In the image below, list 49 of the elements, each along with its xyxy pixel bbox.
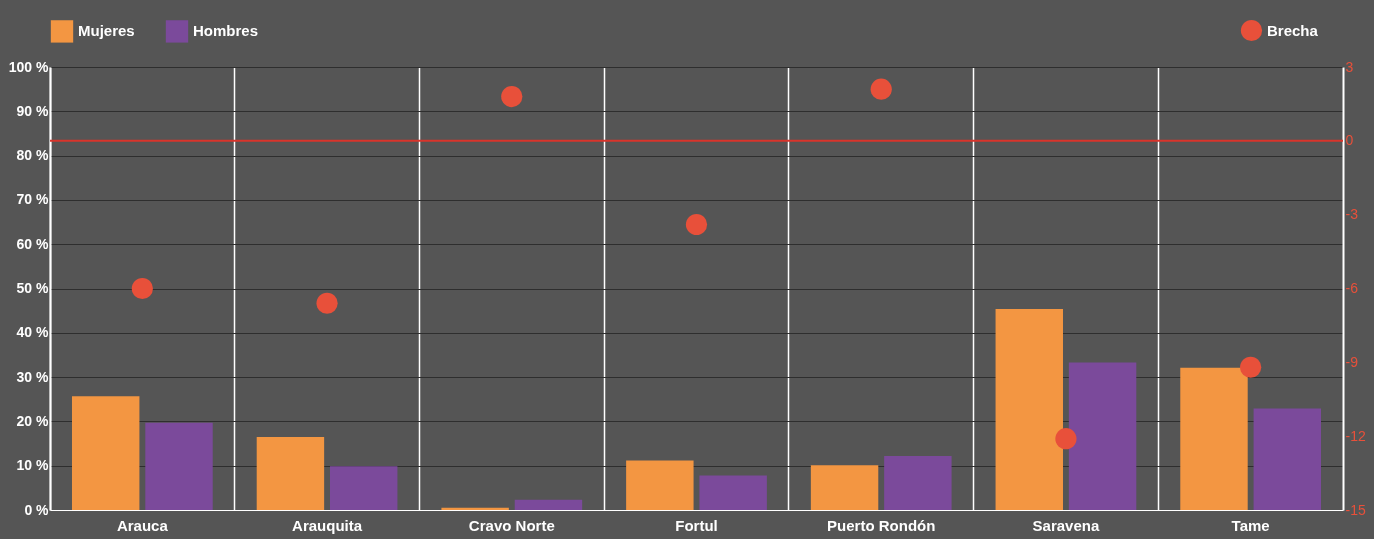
bar xyxy=(699,475,767,510)
point xyxy=(501,85,523,108)
y-tick-label: 10 % xyxy=(16,457,50,474)
x-tick-label: Puerto Rondón xyxy=(827,516,936,534)
y2-tick-label: 3 xyxy=(1345,58,1354,75)
bar xyxy=(1253,408,1322,510)
bar xyxy=(626,460,694,510)
bar xyxy=(995,308,1063,510)
legend-label: Hombres xyxy=(193,22,259,40)
point xyxy=(316,292,338,314)
x-tick-label: Fortul xyxy=(675,516,718,534)
y-tick-label: 0 % xyxy=(24,501,50,518)
point xyxy=(131,277,153,300)
y2-tick-label: -6 xyxy=(1345,280,1359,296)
y-tick-label: 90 % xyxy=(16,102,50,119)
y2-tick-label: -12 xyxy=(1345,427,1366,444)
bar xyxy=(441,507,509,510)
legend-label: Brecha xyxy=(1267,21,1319,39)
x-tick-label: Saravena xyxy=(1032,516,1100,534)
bar xyxy=(1068,362,1137,510)
bar xyxy=(330,466,398,510)
y2-tick-label: -15 xyxy=(1345,501,1366,518)
y-tick-label: 100 % xyxy=(8,58,50,75)
point xyxy=(870,78,892,100)
bar xyxy=(256,436,325,510)
y-tick-label: 70 % xyxy=(16,191,50,208)
y-tick-label: 20 % xyxy=(16,412,50,429)
x-tick-label: Arauquita xyxy=(292,516,363,534)
bar xyxy=(71,396,140,510)
y-tick-label: 80 % xyxy=(16,147,50,164)
x-tick-label: Tame xyxy=(1231,516,1270,534)
bar xyxy=(145,422,213,510)
x-tick-label: Arauca xyxy=(116,516,169,534)
bar xyxy=(1180,367,1248,510)
y2-tick-label: 0 xyxy=(1345,132,1354,149)
y-tick-label: 60 % xyxy=(16,235,50,252)
point xyxy=(1055,428,1077,450)
bar xyxy=(884,455,952,510)
y2-tick-label: -9 xyxy=(1345,353,1359,370)
legend-label: Mujeres xyxy=(78,22,135,40)
bar xyxy=(810,465,879,510)
x-tick-label: Cravo Norte xyxy=(468,516,555,534)
y-tick-label: 50 % xyxy=(16,280,50,296)
y-tick-label: 30 % xyxy=(16,368,50,385)
y-tick-label: 40 % xyxy=(16,324,50,341)
point xyxy=(1240,356,1262,378)
bar xyxy=(514,499,583,510)
point xyxy=(685,213,708,236)
y2-tick-label: -3 xyxy=(1345,206,1359,223)
